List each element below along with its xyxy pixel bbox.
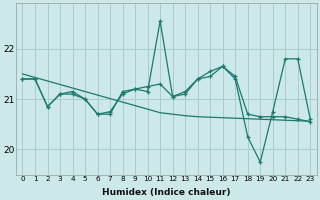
X-axis label: Humidex (Indice chaleur): Humidex (Indice chaleur) bbox=[102, 188, 231, 197]
